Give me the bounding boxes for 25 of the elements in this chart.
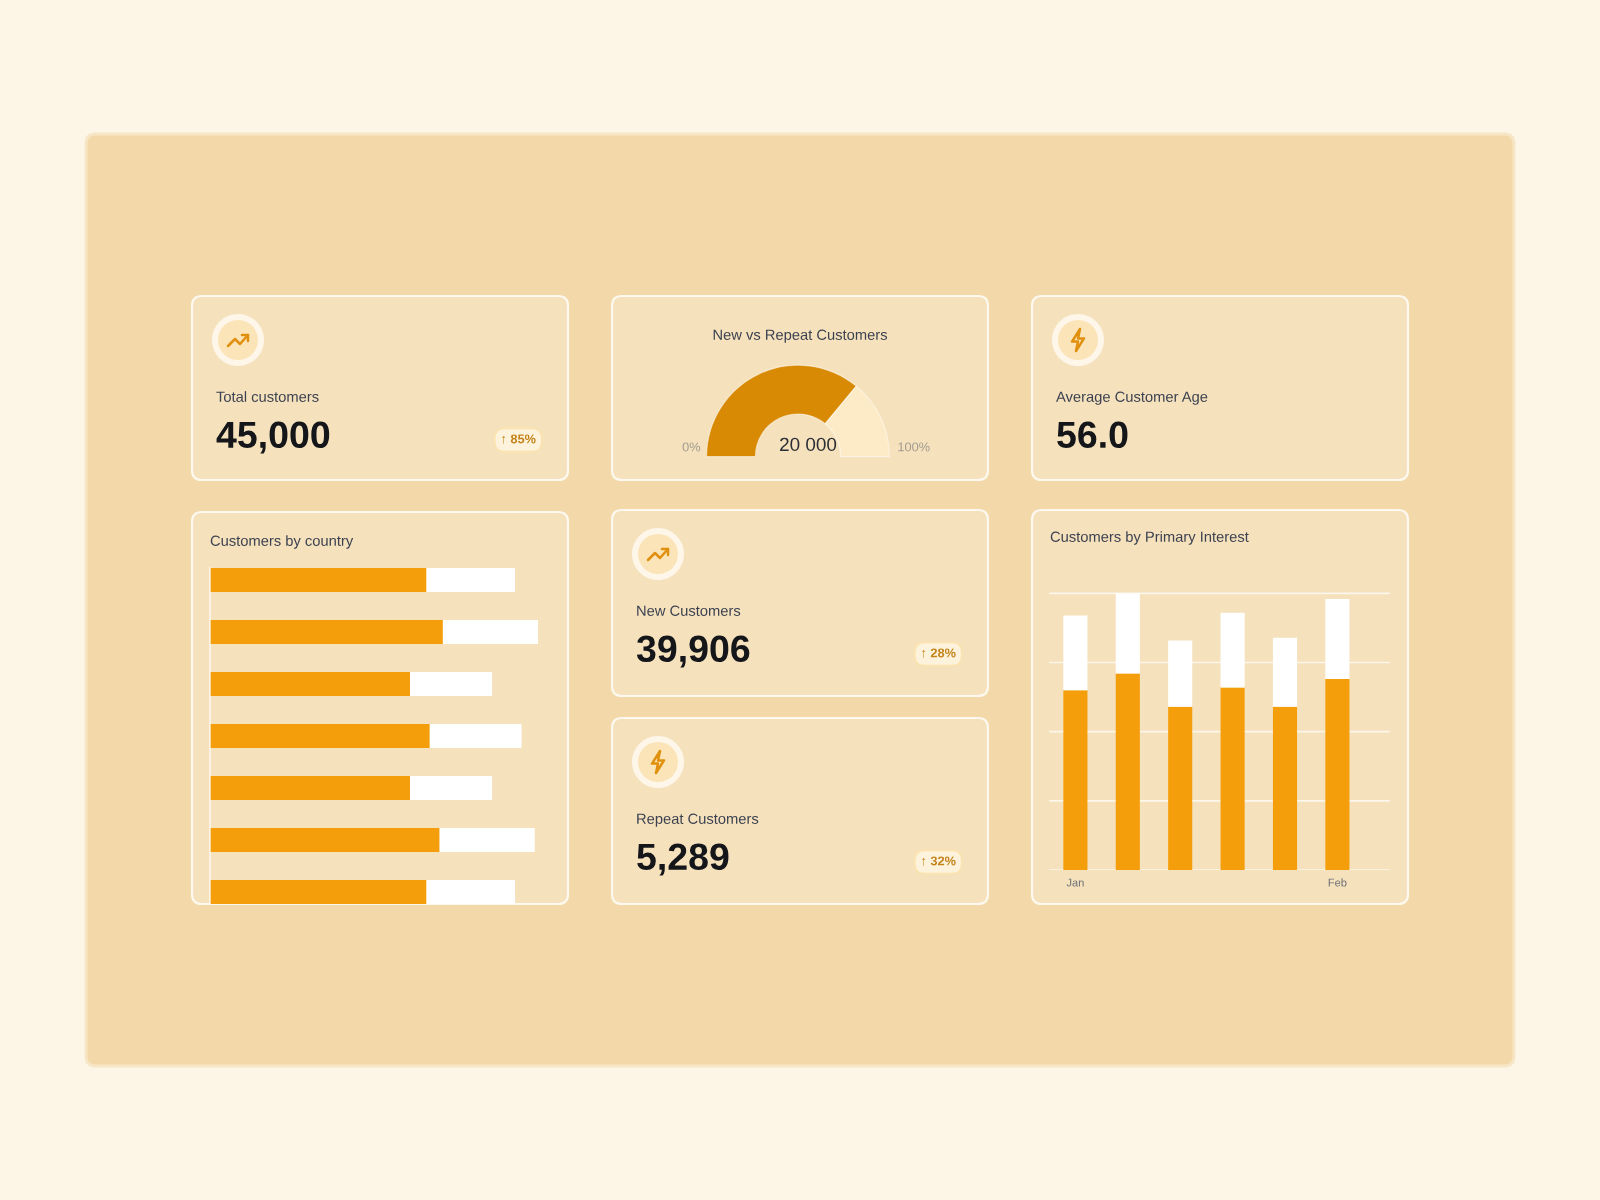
bar (210, 880, 427, 904)
bar (410, 776, 493, 800)
text: 39,906 (636, 635, 750, 668)
bar (429, 724, 522, 748)
bar (210, 724, 430, 748)
bar (210, 828, 440, 852)
bar (442, 620, 538, 644)
text: 45,000 (216, 421, 330, 454)
bar (210, 672, 411, 696)
bar (210, 776, 411, 800)
bar (1115, 673, 1140, 870)
bar (210, 568, 427, 592)
bar (439, 828, 535, 852)
bar (410, 672, 493, 696)
bar (426, 880, 516, 904)
bar (1220, 687, 1245, 870)
text: 20 000 (780, 437, 837, 452)
text: 5,289 (637, 843, 729, 876)
bar (426, 568, 516, 592)
bar (1325, 679, 1350, 870)
bar (1168, 706, 1193, 870)
text: 56.0 (1057, 421, 1128, 449)
bar (1272, 706, 1298, 870)
bar (1063, 690, 1088, 870)
bar (210, 620, 443, 644)
